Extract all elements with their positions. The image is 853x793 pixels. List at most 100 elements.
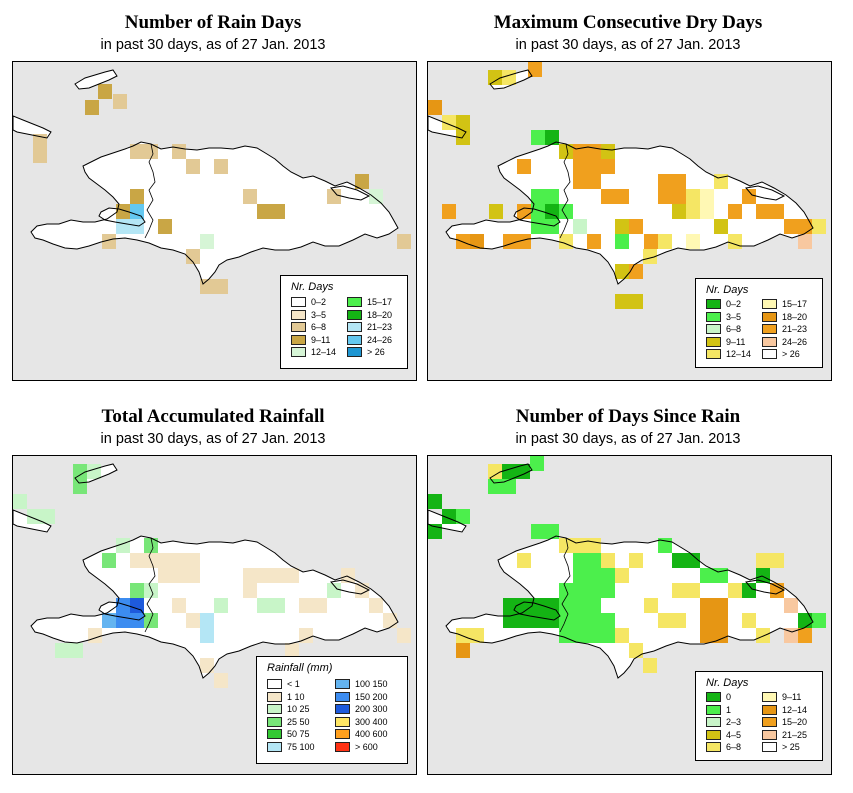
legend-swatch (335, 691, 350, 702)
grid-cell (355, 174, 369, 189)
legend-label: 10 25 (287, 704, 310, 715)
legend-swatch (335, 729, 350, 740)
legend-label: 6–8 (311, 322, 327, 333)
grid-cell (686, 234, 700, 249)
legend-item: < 1 (267, 678, 315, 691)
grid-cell (397, 234, 411, 249)
grid-cell (784, 219, 798, 234)
grid-cell (285, 568, 299, 583)
grid-cell (186, 553, 200, 568)
coastline (445, 535, 814, 679)
legend-item: 0 (706, 691, 741, 704)
coastline (30, 535, 399, 679)
legend-label: 15–17 (367, 297, 393, 308)
grid-cell (615, 568, 629, 583)
legend-swatch (347, 309, 362, 320)
legend-swatch (267, 691, 282, 702)
island-land (75, 70, 117, 89)
legend-label: > 600 (355, 741, 378, 752)
grid-cell (587, 613, 601, 628)
haiti-dr-border (144, 537, 156, 633)
grid-cell (285, 643, 299, 658)
legend-item: 0–2 (291, 296, 336, 309)
grid-cell (672, 613, 686, 628)
legend-item: 24–26 (347, 334, 392, 347)
grid-cell (456, 509, 470, 524)
grid-cell (573, 598, 587, 613)
grid-cell (531, 598, 545, 613)
grid-cell (130, 598, 144, 613)
grid-cell (587, 159, 601, 174)
legend-label: 300 400 (355, 716, 388, 727)
legend-item: > 25 (762, 741, 807, 754)
grid-cell (33, 148, 47, 163)
grid-cell (798, 219, 812, 234)
grid-cell (573, 583, 587, 598)
legend-item: 10 25 (267, 703, 315, 716)
grid-cell (243, 583, 257, 598)
grid-cell (629, 294, 643, 309)
legend-swatch (267, 729, 282, 740)
legend-swatch (347, 322, 362, 333)
grid-cell (144, 538, 158, 553)
grid-cell (615, 189, 629, 204)
map-canvas (428, 62, 826, 309)
grid-cell (116, 613, 130, 628)
island-coastline (745, 579, 786, 595)
grid-cell (700, 613, 714, 628)
grid-cell (214, 279, 228, 294)
grid-cell (130, 204, 144, 219)
panel-subtitle: in past 30 days, as of 27 Jan. 2013 (515, 431, 741, 447)
legend-item: 3–5 (706, 311, 751, 324)
grid-cell (200, 658, 214, 673)
island-coastline (513, 207, 561, 227)
legend-title: Nr. Days (706, 677, 749, 689)
grid-cell (489, 204, 503, 219)
legend-item: 0–2 (706, 298, 751, 311)
grid-cell (516, 464, 530, 479)
legend-label: 12–14 (311, 347, 337, 358)
legend-label: 24–26 (367, 334, 393, 345)
legend-label: 25 50 (287, 716, 310, 727)
legend-title: Rainfall (mm) (267, 662, 333, 674)
grid-cell (559, 598, 573, 613)
grid-cell (55, 643, 69, 658)
grid-cell (545, 219, 559, 234)
legend-swatch (291, 322, 306, 333)
grid-cell (686, 583, 700, 598)
legend: Nr. Days 0–2 3–5 6–8 9–11 12–14 15–17 18–20 21… (695, 278, 823, 368)
grid-cell (615, 234, 629, 249)
legend-label: 21–23 (367, 322, 393, 333)
grid-cell (13, 494, 27, 509)
grid-cell (714, 598, 728, 613)
legend-column-left: 0–2 3–5 6–8 9–11 12–14 (291, 296, 336, 359)
grid-cell (488, 479, 502, 494)
grid-cell (629, 643, 643, 658)
grid-cell (517, 613, 531, 628)
legend-item: 6–8 (706, 323, 751, 336)
panel-total-rainfall: Total Accumulated Rainfall in past 30 da… (0, 394, 426, 790)
map-canvas (428, 456, 826, 679)
grid-cell (102, 553, 116, 568)
grid-cell (658, 613, 672, 628)
map-canvas (13, 69, 411, 294)
grid-cell (545, 130, 559, 145)
grid-cell (428, 494, 442, 509)
legend-swatch (706, 717, 721, 728)
grid-cell (700, 628, 714, 643)
grid-cell (200, 234, 214, 249)
legend-label: 400 600 (355, 729, 388, 740)
legend-swatch (706, 336, 721, 347)
grid-cell (714, 219, 728, 234)
legend-label: 12–14 (782, 704, 808, 715)
grid-cell (116, 219, 130, 234)
grid-cell (587, 583, 601, 598)
grid-cell (686, 204, 700, 219)
legend-swatch (291, 297, 306, 308)
island-coastline (489, 463, 533, 484)
legend-swatch (706, 349, 721, 360)
grid-cell (770, 204, 784, 219)
grid-cell (130, 553, 144, 568)
grid-cell (503, 598, 517, 613)
grid-cell (102, 613, 116, 628)
